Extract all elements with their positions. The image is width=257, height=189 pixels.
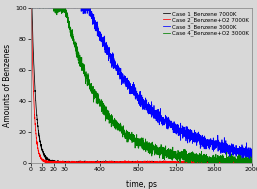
Case 1_Benzene 7000K xyxy=(127,161,130,164)
Case 1_Benzene 7000K xyxy=(77,161,80,164)
Case 2_Benzene+O2 7000K xyxy=(233,161,236,163)
Case 2_Benzene+O2 7000K xyxy=(250,161,253,163)
Case 4_Benzene+O2 3000K xyxy=(127,139,130,141)
Case 3_Benzene 3000K xyxy=(250,148,253,150)
Case 2_Benzene+O2 7000K xyxy=(176,160,179,162)
Y-axis label: Amounts of Benzenes: Amounts of Benzenes xyxy=(3,43,12,127)
Legend: Case 1_Benzene 7000K, Case 2_Benzene+O2 7000K, Case 3_Benzene 3000K, Case 4_Benz: Case 1_Benzene 7000K, Case 2_Benzene+O2 … xyxy=(163,10,249,37)
Case 2_Benzene+O2 7000K xyxy=(77,161,80,164)
Case 4_Benzene+O2 3000K xyxy=(179,161,182,164)
Case 3_Benzene 3000K xyxy=(178,128,181,130)
Case 4_Benzene+O2 3000K xyxy=(77,55,80,57)
Case 1_Benzene 7000K xyxy=(102,161,105,164)
Case 2_Benzene+O2 7000K xyxy=(63,161,66,164)
Line: Case 1_Benzene 7000K: Case 1_Benzene 7000K xyxy=(65,161,252,163)
Line: Case 4_Benzene+O2 3000K: Case 4_Benzene+O2 3000K xyxy=(65,8,252,163)
Case 4_Benzene+O2 3000K xyxy=(178,156,181,159)
Case 3_Benzene 3000K xyxy=(233,149,236,151)
Case 1_Benzene 7000K xyxy=(250,161,253,163)
Case 2_Benzene+O2 7000K xyxy=(127,160,130,162)
Case 1_Benzene 7000K xyxy=(176,161,179,163)
Case 1_Benzene 7000K xyxy=(63,161,67,164)
Case 1_Benzene 7000K xyxy=(63,161,66,163)
Case 2_Benzene+O2 7000K xyxy=(102,161,105,163)
Case 3_Benzene 3000K xyxy=(127,80,130,82)
Case 4_Benzene+O2 3000K xyxy=(176,152,179,155)
Case 1_Benzene 7000K xyxy=(178,161,181,164)
Case 1_Benzene 7000K xyxy=(228,160,232,162)
Text: time, ps: time, ps xyxy=(126,180,157,189)
Case 3_Benzene 3000K xyxy=(176,130,179,132)
Line: Case 3_Benzene 3000K: Case 3_Benzene 3000K xyxy=(65,8,252,160)
Case 2_Benzene+O2 7000K xyxy=(123,160,126,162)
Case 4_Benzene+O2 3000K xyxy=(102,107,105,109)
Case 3_Benzene 3000K xyxy=(63,6,66,9)
Case 4_Benzene+O2 3000K xyxy=(233,161,236,164)
Case 3_Benzene 3000K xyxy=(248,159,251,162)
Case 1_Benzene 7000K xyxy=(233,161,236,163)
Case 2_Benzene+O2 7000K xyxy=(178,161,181,164)
Case 3_Benzene 3000K xyxy=(77,6,80,9)
Case 3_Benzene 3000K xyxy=(102,45,105,47)
Case 4_Benzene+O2 3000K xyxy=(250,160,253,163)
Case 4_Benzene+O2 3000K xyxy=(63,6,66,9)
Line: Case 2_Benzene+O2 7000K: Case 2_Benzene+O2 7000K xyxy=(65,161,252,163)
